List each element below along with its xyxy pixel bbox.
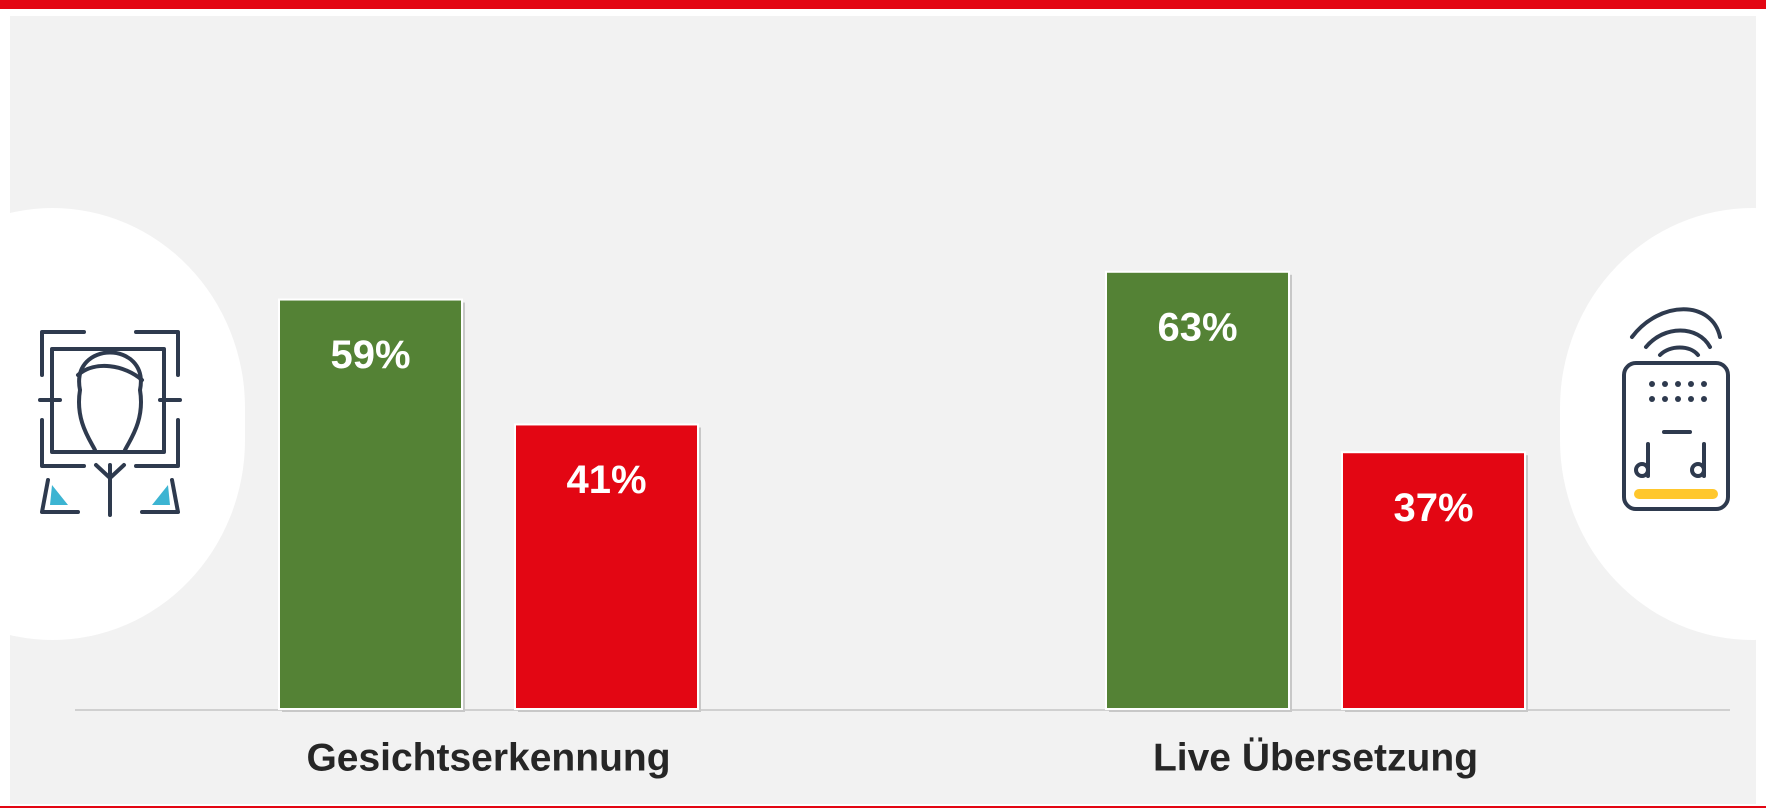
value-label: 63% [1157, 305, 1237, 349]
face-recognition-icon [38, 330, 182, 517]
category-label: Gesichtserkennung [306, 736, 670, 779]
bar [278, 298, 463, 710]
value-label: 37% [1393, 486, 1473, 530]
speaker-accent [1634, 489, 1718, 499]
bottom-line [0, 806, 1766, 808]
smart-speaker-icon [1622, 307, 1730, 511]
icon-backdrop-right [1560, 208, 1766, 640]
value-label: 41% [566, 458, 646, 502]
bar [514, 423, 699, 710]
top-bar [0, 0, 1766, 9]
bar [1105, 270, 1290, 710]
icon-backdrop-left [0, 208, 245, 640]
bar [1341, 451, 1526, 710]
face-icon-accent [50, 485, 170, 505]
category-label: Live Übersetzung [1153, 736, 1478, 779]
value-label: 59% [330, 333, 410, 377]
speaker-dots [1649, 381, 1707, 402]
